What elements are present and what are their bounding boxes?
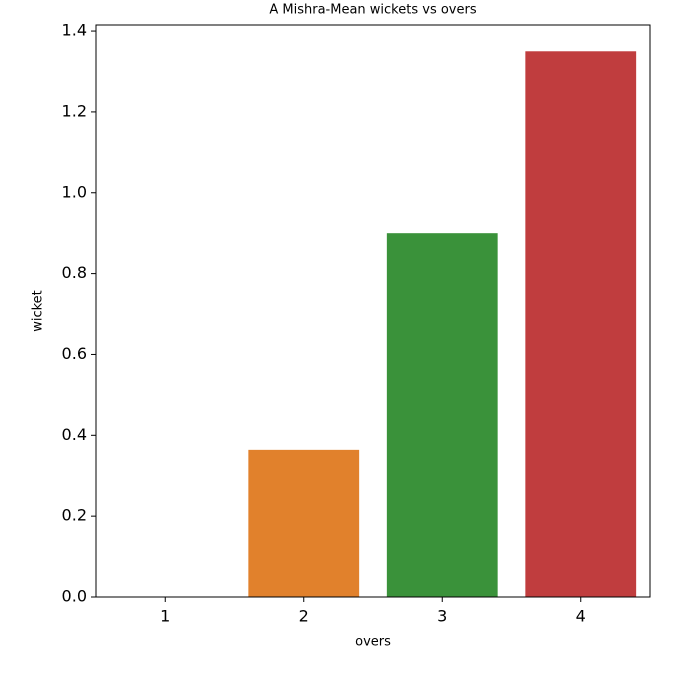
y-tick-label: 1.4	[62, 21, 87, 40]
bar	[386, 233, 498, 597]
x-tick-label: 4	[576, 607, 586, 626]
x-tick-label: 1	[160, 607, 170, 626]
x-axis-label: overs	[355, 635, 391, 650]
y-tick-label: 1.0	[62, 182, 87, 201]
y-tick-label: 0.6	[62, 344, 87, 363]
y-tick-label: 1.2	[62, 101, 87, 120]
y-axis-label: wicket	[31, 290, 46, 332]
y-tick-label: 0.8	[62, 263, 87, 282]
bar	[525, 51, 637, 597]
x-tick-label: 3	[437, 607, 447, 626]
plot-frame	[95, 24, 651, 598]
chart-title: A Mishra-Mean wickets vs overs	[269, 3, 476, 18]
y-tick-label: 0.0	[62, 587, 87, 606]
y-tick-label: 0.2	[62, 506, 87, 525]
y-tick-label: 0.4	[62, 425, 87, 444]
bar	[248, 449, 360, 597]
x-tick-label: 2	[299, 607, 309, 626]
